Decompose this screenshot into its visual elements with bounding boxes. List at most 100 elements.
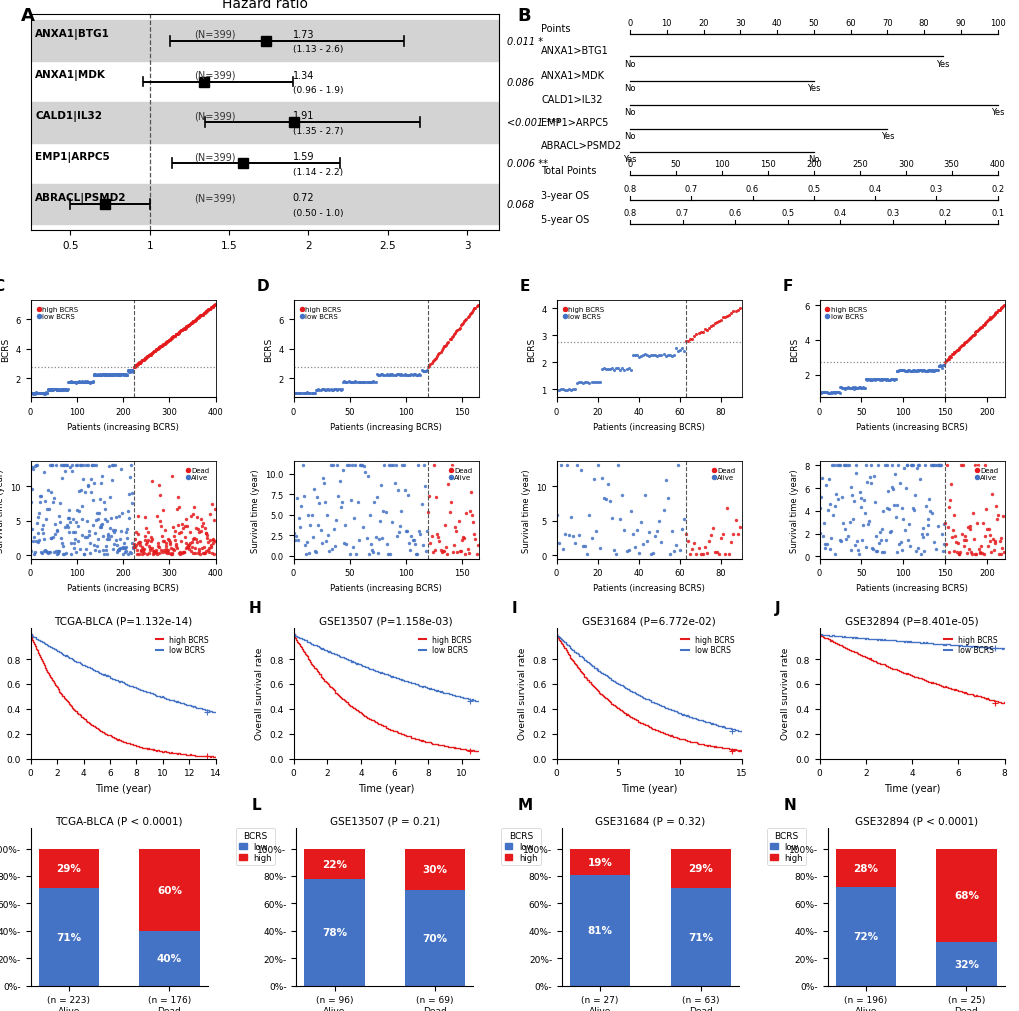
- Point: [30, 386, 46, 402]
- Point: [155, 338, 171, 354]
- Point: [31, 535, 47, 551]
- Point: [34, 546, 50, 562]
- Text: 78%: 78%: [322, 927, 346, 937]
- Point: [106, 537, 122, 553]
- Text: 0.7: 0.7: [684, 185, 697, 194]
- Point: [896, 363, 912, 379]
- Point: [716, 309, 733, 326]
- Point: [26, 458, 43, 474]
- Point: [838, 532, 854, 548]
- Point: [74, 527, 91, 543]
- Point: [704, 317, 720, 334]
- Point: [173, 323, 190, 339]
- Point: [464, 508, 480, 524]
- Text: 0: 0: [627, 18, 632, 27]
- Point: [866, 372, 882, 388]
- Point: [960, 522, 976, 538]
- Point: [832, 533, 848, 549]
- Point: [103, 511, 119, 527]
- Point: [359, 375, 375, 391]
- Point: [309, 382, 325, 398]
- Point: [66, 374, 83, 390]
- Point: [301, 386, 317, 402]
- Point: [920, 491, 936, 508]
- Title: GSE31684 (P=6.772e-02): GSE31684 (P=6.772e-02): [582, 616, 715, 626]
- Point: [710, 313, 727, 330]
- Point: [936, 515, 953, 531]
- Text: Points: Points: [540, 24, 570, 34]
- Point: [124, 540, 141, 556]
- Point: [908, 362, 924, 378]
- Point: [92, 491, 108, 508]
- Point: [441, 503, 458, 520]
- Point: [583, 531, 599, 547]
- Point: [453, 532, 470, 548]
- Point: [57, 520, 73, 536]
- Point: [469, 537, 485, 553]
- Point: [589, 458, 605, 474]
- Point: [116, 367, 132, 383]
- Legend: high BCRS, low BCRS: high BCRS, low BCRS: [34, 304, 82, 323]
- Point: [133, 353, 150, 369]
- Point: [68, 375, 85, 391]
- Point: [408, 546, 424, 562]
- Point: [193, 307, 209, 324]
- Point: [452, 317, 469, 334]
- Point: [390, 367, 407, 383]
- Bar: [835, 848, 895, 887]
- Point: [960, 332, 976, 348]
- Point: [912, 363, 928, 379]
- Point: [178, 318, 195, 335]
- Text: <0.001 ***: <0.001 ***: [506, 118, 560, 128]
- Point: [135, 353, 151, 369]
- Point: [950, 547, 966, 563]
- Bar: [669, 889, 731, 986]
- Point: [190, 310, 206, 327]
- Point: [442, 332, 459, 348]
- Point: [114, 541, 130, 557]
- Point: [900, 362, 916, 378]
- Point: [832, 380, 848, 396]
- Point: [168, 539, 184, 555]
- Point: [909, 458, 925, 474]
- Point: [466, 301, 482, 317]
- Point: [68, 458, 85, 474]
- Point: [904, 362, 920, 378]
- Point: [983, 487, 1000, 503]
- Point: [167, 329, 183, 345]
- Point: [665, 544, 682, 560]
- Point: [918, 363, 934, 379]
- Point: [883, 371, 900, 387]
- Point: [170, 326, 186, 342]
- Point: [28, 385, 44, 401]
- Point: [935, 537, 952, 553]
- Point: [126, 537, 143, 553]
- Point: [975, 316, 991, 333]
- Point: [139, 546, 155, 562]
- Point: [102, 367, 118, 383]
- Point: [904, 500, 920, 517]
- Point: [369, 367, 385, 383]
- Point: [107, 522, 123, 538]
- Point: [26, 547, 43, 563]
- Point: [305, 385, 321, 401]
- Bar: [39, 889, 99, 986]
- Text: 0.3: 0.3: [929, 185, 943, 194]
- Point: [922, 458, 938, 474]
- Point: [192, 525, 208, 541]
- Point: [982, 310, 999, 327]
- Point: [845, 381, 861, 397]
- Text: 0.086: 0.086: [506, 78, 534, 87]
- Point: [826, 384, 843, 400]
- Point: [826, 546, 843, 562]
- Point: [585, 472, 601, 488]
- Text: 32%: 32%: [953, 958, 978, 969]
- Point: [966, 458, 982, 474]
- Point: [159, 335, 175, 351]
- Point: [897, 364, 913, 380]
- Text: 0: 0: [627, 160, 632, 169]
- Text: ABRACL>PSMD2: ABRACL>PSMD2: [540, 141, 622, 151]
- Point: [166, 528, 182, 544]
- Point: [96, 367, 112, 383]
- Point: [902, 364, 918, 380]
